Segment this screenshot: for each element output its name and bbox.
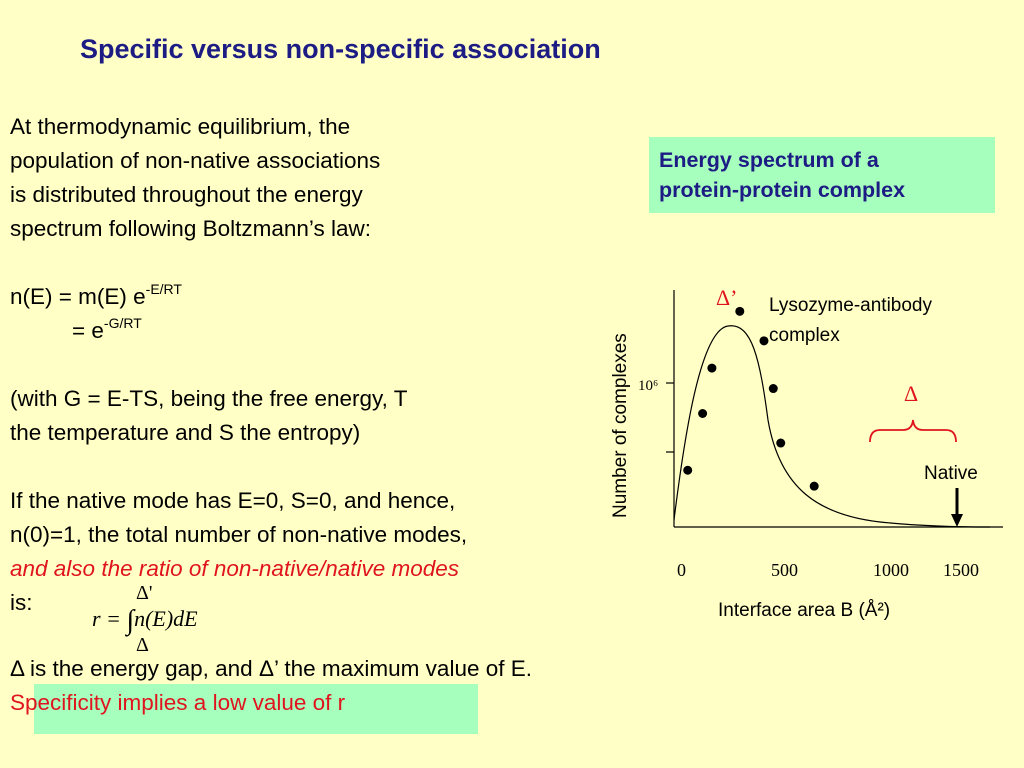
data-point (809, 481, 819, 491)
spectrum-curve (673, 325, 991, 528)
x-tick-label: 0 (677, 560, 686, 580)
is-line: is: (10, 590, 33, 615)
conclusion-text: Specificity implies a low value of r (10, 690, 346, 715)
data-point (698, 409, 708, 418)
x-tick-label: 1500 (943, 560, 979, 580)
x-axis-label: Interface area B (Å²) (718, 600, 890, 621)
delta-prime-label: Δ’ (716, 285, 737, 310)
formula-main: r = ∫n(E)dE (92, 605, 198, 636)
intro-line: At thermodynamic equilibrium, the (10, 114, 351, 139)
spectrum-title-line: protein-protein complex (659, 178, 906, 202)
delta-label: Δ (904, 381, 918, 406)
x-tick-label: 1000 (873, 560, 909, 580)
native-line: If the native mode has E=0, S=0, and hen… (10, 488, 456, 513)
native-arrowhead (951, 514, 963, 527)
integral-sign: ∫ (126, 605, 135, 636)
conclusion-highlight (34, 684, 478, 734)
y-tick-label: 10⁶ (638, 378, 658, 394)
intro-line: spectrum following Boltzmann’s law: (10, 216, 371, 241)
data-point (759, 336, 769, 346)
body-text: At thermodynamic equilibrium, the popula… (10, 110, 610, 620)
spectrum-title-line: Energy spectrum of a (659, 148, 879, 172)
data-point (683, 465, 693, 475)
delta-brace (869, 419, 957, 443)
data-point (707, 363, 717, 373)
intro-line: is distributed throughout the energy (10, 182, 363, 207)
data-point (776, 438, 786, 448)
equation-2: = e-G/RT (72, 314, 142, 344)
equation-1: n(E) = m(E) e-E/RT (10, 280, 182, 310)
ratio-line: and also the ratio of non-native/native … (10, 556, 460, 581)
native-label: Native (924, 463, 978, 484)
intro-line: population of non-native associations (10, 148, 381, 173)
data-point (768, 384, 778, 394)
with-line: the temperature and S the entropy) (10, 420, 361, 445)
formula-lower-limit: Δ (136, 634, 149, 656)
spectrum-title-box: Energy spectrum of a protein-protein com… (649, 137, 995, 213)
legend-label: complex (769, 325, 840, 346)
y-axis-label: Number of complexes (610, 333, 631, 518)
formula-upper-limit: Δ' (136, 582, 153, 604)
x-tick-label: 500 (771, 560, 798, 580)
energy-gap-text: Δ is the energy gap, and Δ’ the maximum … (10, 656, 532, 681)
data-point (735, 306, 745, 316)
legend-label: Lysozyme-antibody (769, 295, 932, 316)
with-line: (with G = E-TS, being the free energy, T (10, 386, 408, 411)
native-line: n(0)=1, the total number of non-native m… (10, 522, 468, 547)
page-title: Specific versus non-specific association (80, 34, 601, 64)
